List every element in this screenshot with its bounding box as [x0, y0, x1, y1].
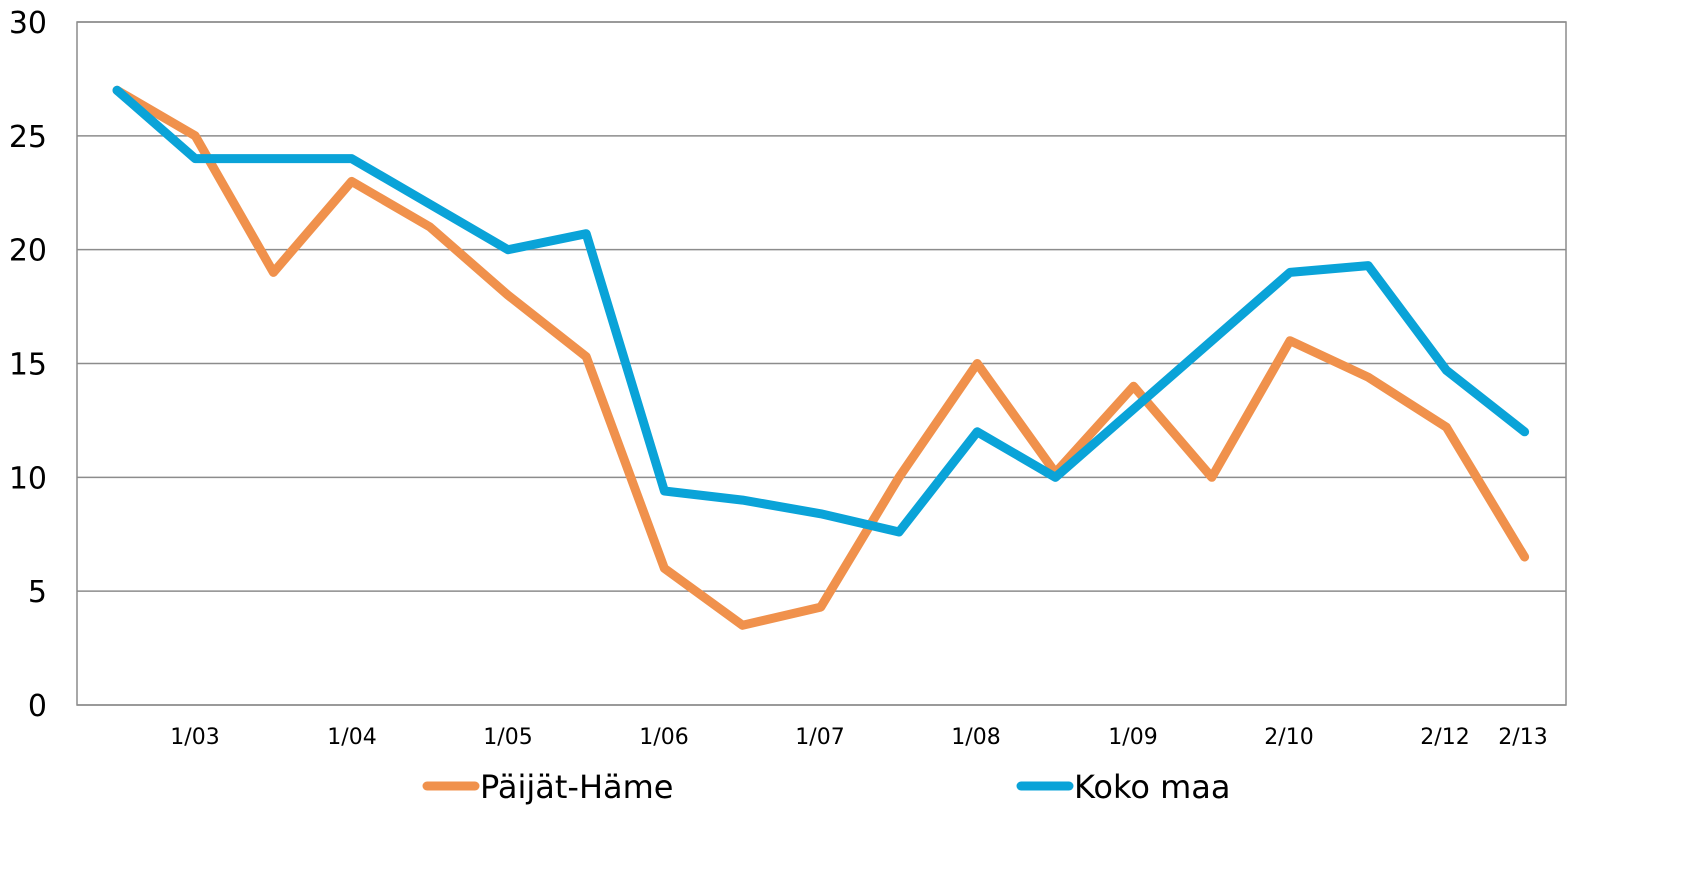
y-tick-label: 5	[28, 575, 47, 610]
x-tick-label: 1/05	[483, 725, 532, 750]
series-line-paijat-hame	[117, 90, 1525, 625]
x-axis: 1/03 1/04 1/05 1/06 1/07 1/08 1/09 2/10 2/12 2/13	[170, 725, 1547, 750]
legend: Päijät-Häme Koko maa	[427, 768, 1231, 806]
x-tick-label: 1/07	[795, 725, 844, 750]
y-axis: 0 5 10 15 20 25 30	[9, 6, 47, 724]
x-tick-label: 2/13	[1498, 725, 1547, 750]
series-line-koko-maa	[117, 90, 1525, 532]
y-tick-label: 20	[9, 234, 47, 269]
legend-label: Päijät-Häme	[480, 768, 673, 806]
y-tick-label: 15	[9, 348, 47, 383]
x-tick-label: 2/10	[1264, 725, 1313, 750]
y-tick-label: 0	[28, 689, 47, 724]
x-tick-label: 2/12	[1420, 725, 1469, 750]
legend-label: Koko maa	[1074, 768, 1231, 806]
x-tick-label: 1/08	[951, 725, 1000, 750]
y-tick-label: 25	[9, 120, 47, 155]
y-tick-label: 10	[9, 461, 47, 496]
series-layer	[117, 90, 1525, 625]
y-tick-label: 30	[9, 6, 47, 41]
x-tick-label: 1/03	[170, 725, 219, 750]
x-tick-label: 1/06	[639, 725, 688, 750]
x-tick-label: 1/04	[327, 725, 376, 750]
x-tick-label: 1/09	[1108, 725, 1157, 750]
